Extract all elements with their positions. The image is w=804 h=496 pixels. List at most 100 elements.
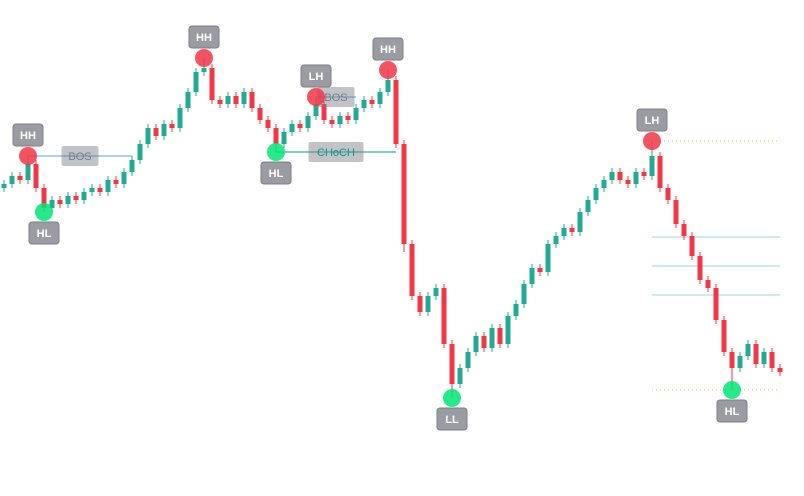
candle-body <box>289 124 295 132</box>
candle-body <box>137 144 143 160</box>
candle-body <box>465 352 471 368</box>
candle-body <box>545 244 551 272</box>
candle-body <box>713 288 719 320</box>
candle-body <box>729 352 735 368</box>
swing-label-box <box>28 221 60 245</box>
candle-body <box>337 116 343 124</box>
break-label: CHoCH <box>317 147 355 159</box>
candle-body <box>129 160 135 172</box>
candle-body <box>641 172 647 176</box>
candle-body <box>737 356 743 368</box>
candle-body <box>9 176 15 184</box>
candle-body <box>265 120 271 128</box>
candle-body <box>457 368 463 384</box>
candle-body <box>281 132 287 144</box>
candle-body <box>41 188 47 208</box>
candle-body <box>585 200 591 212</box>
candle-body <box>513 304 519 316</box>
candle-body <box>681 224 687 236</box>
candle-body <box>569 228 575 232</box>
candle-body <box>313 104 319 116</box>
candle-body <box>721 320 727 352</box>
candle-body <box>385 80 391 92</box>
candle-body <box>113 180 119 184</box>
candle-body <box>257 108 263 120</box>
swing-label: LH <box>645 115 660 127</box>
candle-body <box>425 296 431 312</box>
swing-marker <box>19 147 37 165</box>
candle-body <box>769 352 775 368</box>
candle-body <box>601 180 607 188</box>
candle-body <box>233 96 239 104</box>
break-label-box <box>317 87 355 107</box>
candle-body <box>489 328 495 348</box>
candle-body <box>577 212 583 232</box>
swing-label-box <box>12 123 44 147</box>
candle-body <box>633 172 639 184</box>
candle-body <box>649 156 655 176</box>
candle-body <box>145 128 151 144</box>
candle-body <box>665 188 671 200</box>
candle-body <box>193 72 199 92</box>
swing-label-box <box>260 161 292 185</box>
candle-body <box>697 256 703 280</box>
swing-label: HL <box>37 228 52 240</box>
candle-body <box>777 368 783 372</box>
candle-body <box>25 164 31 180</box>
candle-body <box>97 188 103 192</box>
candle-body <box>361 100 367 108</box>
candle-body <box>505 316 511 344</box>
candle-body <box>745 344 751 356</box>
swing-marker <box>443 389 461 407</box>
swing-label: LL <box>445 414 459 426</box>
candle-body <box>409 244 415 296</box>
swing-label-box <box>372 37 404 61</box>
candle-body <box>689 236 695 256</box>
candle-body <box>169 124 175 128</box>
candle-body <box>177 108 183 128</box>
candle-body <box>449 344 455 384</box>
swing-label: HL <box>725 406 740 418</box>
candle-body <box>497 328 503 344</box>
candle-body <box>401 144 407 244</box>
candle-body <box>209 68 215 100</box>
candle-body <box>273 128 279 144</box>
candle-body <box>521 284 527 304</box>
candle-body <box>353 108 359 120</box>
candle-body <box>161 124 167 136</box>
swing-marker <box>379 61 397 79</box>
break-label-box <box>61 146 99 166</box>
candle-body <box>593 188 599 200</box>
swing-marker <box>723 381 741 399</box>
swing-label: HH <box>20 130 36 142</box>
break-label: BOS <box>324 92 347 104</box>
candle-body <box>473 336 479 352</box>
candle-body <box>377 92 383 104</box>
candle-body <box>609 172 615 180</box>
candle-body <box>561 228 567 236</box>
candle-body <box>33 164 39 188</box>
candle-body <box>65 196 71 204</box>
candle-body <box>481 336 487 348</box>
swing-label: HH <box>196 32 212 44</box>
candle-body <box>753 344 759 364</box>
candle-body <box>217 100 223 104</box>
candle-body <box>105 180 111 192</box>
candle-body <box>305 116 311 128</box>
swing-marker <box>643 132 661 150</box>
candle-body <box>369 100 375 104</box>
swing-marker <box>307 88 325 106</box>
candle-body <box>201 68 207 72</box>
candle-body <box>393 80 399 144</box>
candle-body <box>329 120 335 124</box>
swing-marker <box>35 203 53 221</box>
candle-body <box>1 184 7 188</box>
candle-body <box>433 288 439 296</box>
candle-body <box>625 180 631 184</box>
swing-label: LH <box>309 71 324 83</box>
candle-body <box>73 196 79 200</box>
candle-body <box>249 92 255 108</box>
candle-body <box>705 280 711 288</box>
swing-label-box <box>188 25 220 49</box>
